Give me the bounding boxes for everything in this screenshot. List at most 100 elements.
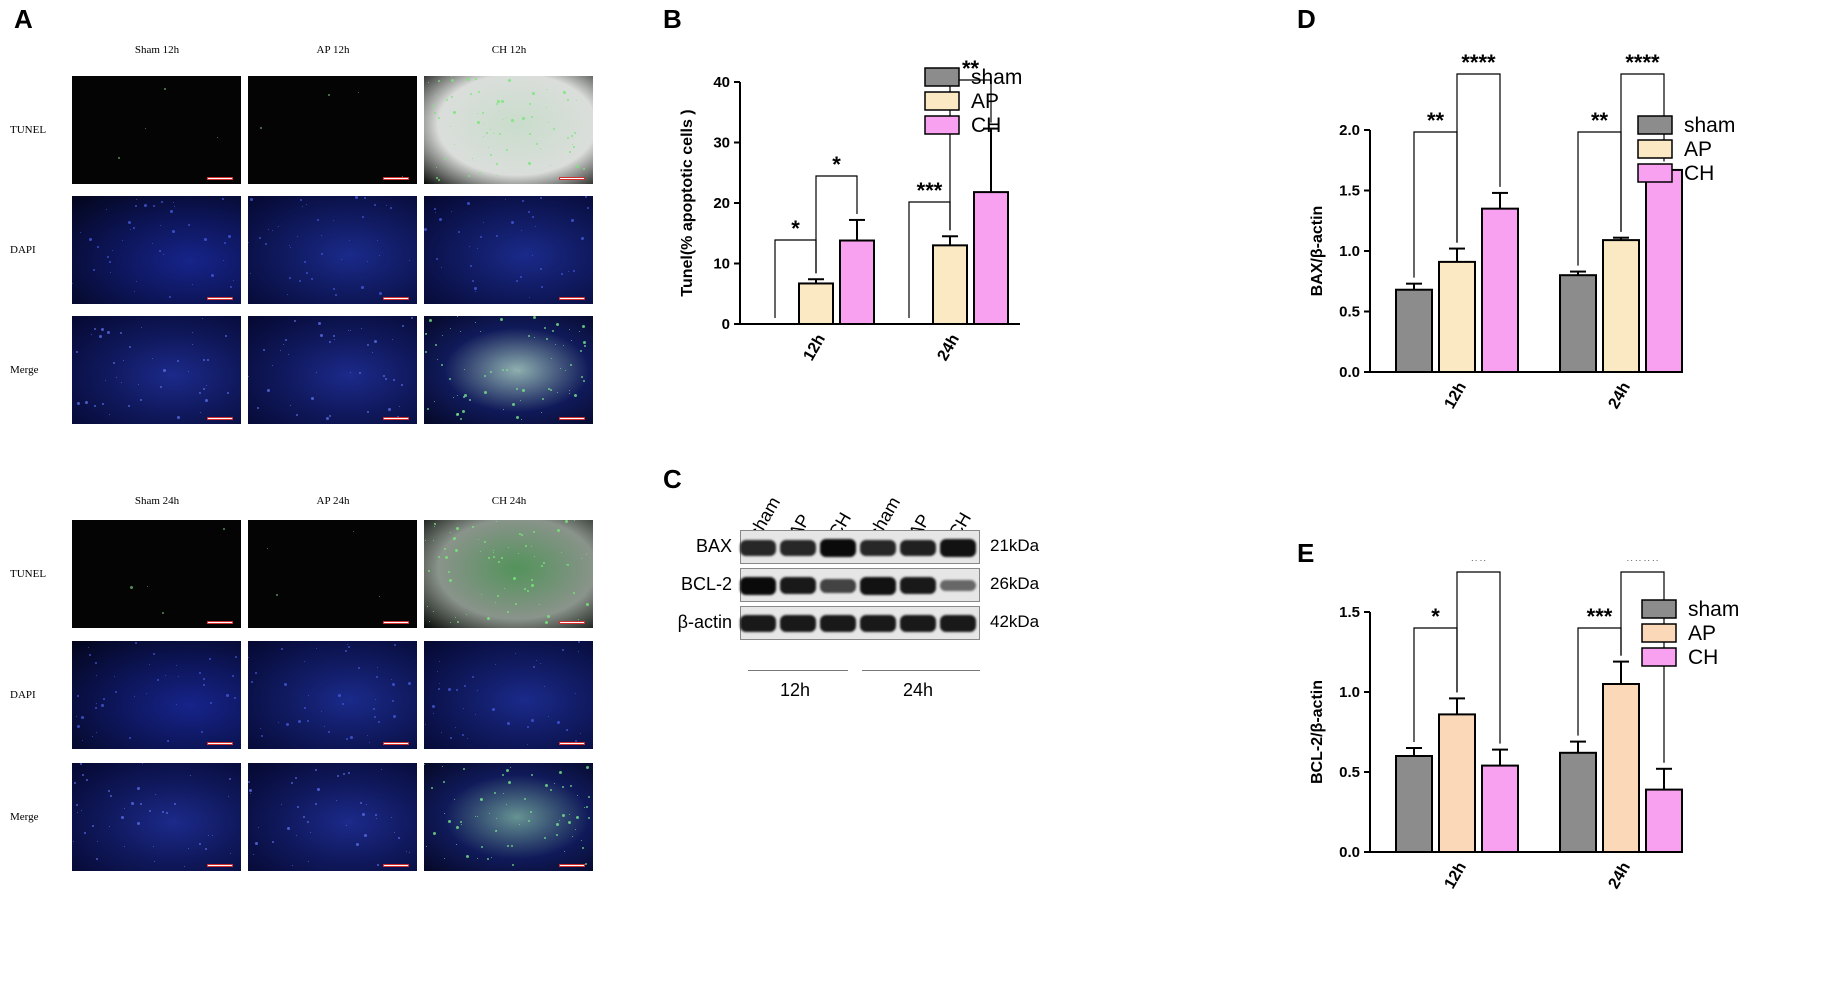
- micrograph-row-label: DAPI: [10, 244, 36, 256]
- y-tick-label: 30: [713, 135, 730, 152]
- y-tick-label: 0.5: [1339, 304, 1360, 321]
- scale-bar: [207, 177, 233, 180]
- micrograph-image: [72, 76, 241, 184]
- micrograph-image: [72, 316, 241, 424]
- significance-label: ****: [1625, 560, 1660, 573]
- scale-bar: [383, 297, 409, 300]
- micrograph-image: [424, 316, 593, 424]
- y-tick-label: 1.0: [1339, 684, 1360, 701]
- x-tick-label: 24h: [1605, 380, 1634, 412]
- y-tick-label: 1.5: [1339, 183, 1360, 200]
- significance-label: *: [791, 216, 800, 241]
- micrograph-image: [248, 76, 417, 184]
- wb-band: [740, 539, 776, 556]
- significance-label: **: [1470, 560, 1488, 573]
- x-tick-label: 12h: [1441, 380, 1470, 412]
- wb-band: [820, 615, 856, 633]
- scale-bar: [207, 742, 233, 745]
- scale-bar: [559, 177, 585, 180]
- wb-band-size: 42kDa: [990, 612, 1040, 631]
- scale-bar: [207, 417, 233, 420]
- panel-letter-b: B: [663, 4, 682, 34]
- significance-label: *: [1431, 604, 1440, 629]
- bar: [932, 244, 968, 326]
- significance-bracket: [1456, 571, 1501, 744]
- micrograph-image: [248, 641, 417, 749]
- micrograph-row-label: Merge: [10, 364, 39, 376]
- wb-band: [940, 615, 976, 633]
- legend-swatch: [924, 115, 960, 135]
- micrograph-image: [72, 520, 241, 628]
- legend-label: sham: [971, 66, 1022, 89]
- micrograph-column-label: AP 24h: [316, 495, 350, 507]
- micrograph-row-label: Merge: [10, 811, 39, 823]
- significance-label: **: [962, 56, 980, 81]
- micrograph-image: [248, 520, 417, 628]
- y-axis-label: BCL-2/β-actin: [1309, 680, 1326, 784]
- legend-label: CH: [1684, 162, 1714, 185]
- wb-group-line: [862, 670, 980, 671]
- wb-band: [940, 579, 976, 592]
- micrograph-image: [424, 196, 593, 304]
- wb-band-name: β-actin: [677, 612, 732, 632]
- bar: [973, 191, 1009, 325]
- micrograph-column-label: AP 12h: [316, 44, 350, 56]
- significance-label: ****: [1625, 50, 1660, 75]
- wb-band: [740, 577, 776, 595]
- bar: [1559, 274, 1597, 373]
- scale-bar: [383, 621, 409, 624]
- bar: [1559, 751, 1597, 853]
- micrograph-row-label: DAPI: [10, 689, 36, 701]
- micrograph-column-label: CH 12h: [491, 44, 527, 56]
- micrograph-image: [424, 763, 593, 871]
- scale-bar: [559, 297, 585, 300]
- wb-band-name: BCL-2: [680, 574, 732, 594]
- micrograph-column-label: CH 24h: [491, 495, 527, 507]
- wb-band: [860, 577, 896, 595]
- wb-band-name: BAX: [695, 536, 732, 556]
- bar: [1645, 788, 1683, 854]
- wb-band: [900, 615, 936, 633]
- wb-band: [780, 539, 816, 556]
- micrograph-column-label: Sham 24h: [134, 495, 180, 507]
- panel-letter-c: C: [663, 464, 682, 494]
- legend-swatch: [1637, 115, 1673, 135]
- y-axis-label: BAX/β-actin: [1309, 206, 1326, 297]
- y-tick-label: 2.0: [1339, 122, 1360, 139]
- scale-bar: [207, 864, 233, 867]
- wb-band-size: 26kDa: [990, 574, 1040, 593]
- legend-label: AP: [1688, 622, 1716, 645]
- wb-band: [740, 615, 776, 633]
- bar: [1395, 755, 1433, 853]
- x-tick-label: 24h: [1605, 860, 1634, 892]
- western-blot: sham AP CH sham AP CH BAX 21kDa BCL-2 26kDa β-acti…: [670, 470, 1230, 730]
- legend-label: AP: [1684, 138, 1712, 161]
- significance-bracket: [949, 79, 992, 231]
- bar: [798, 282, 834, 325]
- y-tick-label: 0.0: [1339, 364, 1360, 381]
- legend-swatch: [924, 67, 960, 87]
- micrograph-column-label: Sham 12h: [134, 44, 180, 56]
- significance-bracket: [1456, 73, 1501, 243]
- legend-swatch: [1637, 163, 1673, 183]
- bar: [1481, 764, 1519, 854]
- y-tick-label: 1.0: [1339, 243, 1360, 260]
- wb-group-line: [748, 670, 848, 671]
- panel-letter-d: D: [1297, 4, 1316, 34]
- panel-letter-e: E: [1297, 538, 1315, 568]
- wb-band: [820, 578, 856, 593]
- micrograph-image: [248, 316, 417, 424]
- significance-bracket: [1413, 131, 1458, 278]
- y-tick-label: 20: [713, 195, 730, 212]
- panel-letter-a: A: [14, 4, 33, 34]
- wb-band: [780, 615, 816, 633]
- scale-bar: [383, 742, 409, 745]
- micrograph-image: [424, 520, 593, 628]
- legend-label: sham: [1688, 598, 1739, 621]
- legend-label: sham: [1684, 114, 1735, 137]
- legend-label: CH: [1688, 646, 1718, 669]
- scale-bar: [383, 177, 409, 180]
- significance-label: *: [832, 152, 841, 177]
- scale-bar: [559, 742, 585, 745]
